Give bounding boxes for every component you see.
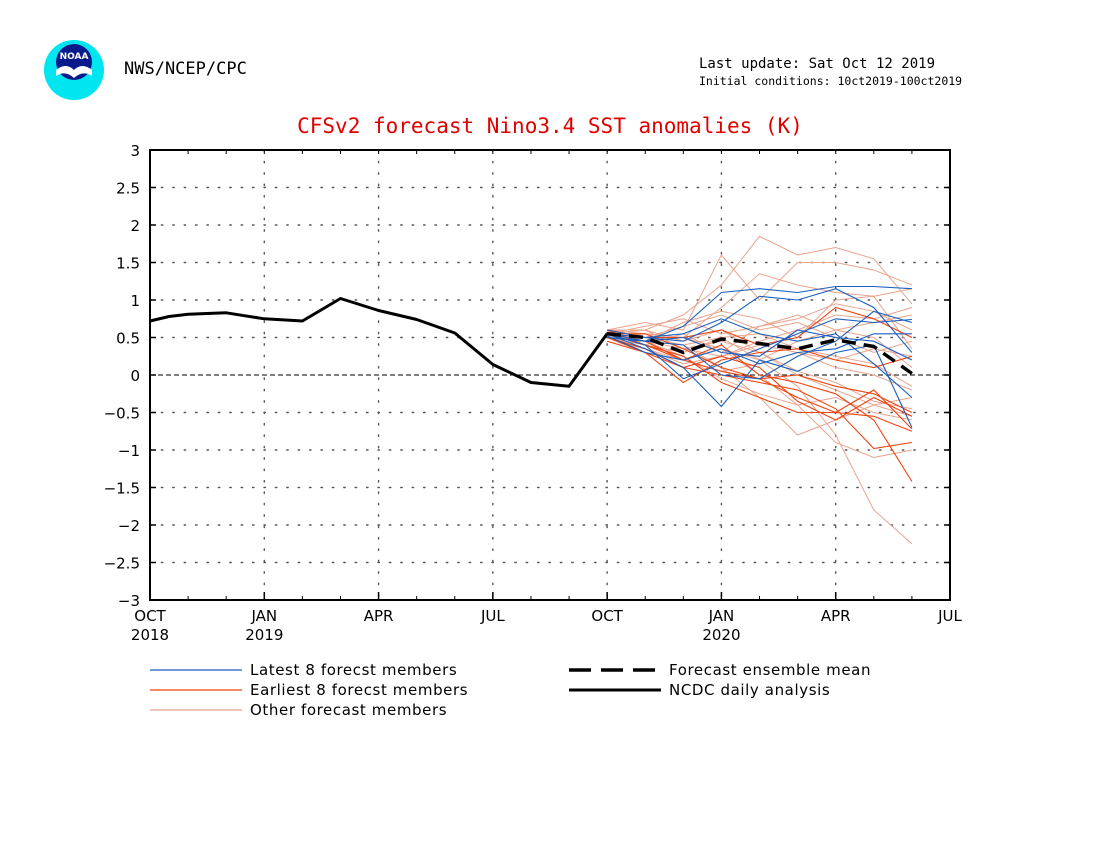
latest-member-line xyxy=(607,285,912,342)
legend-label-analysis: NCDC daily analysis xyxy=(669,681,830,699)
y-tick-label: 2.5 xyxy=(116,180,140,198)
y-tick-label: 0.5 xyxy=(116,330,140,348)
y-tick-label: 1.5 xyxy=(116,255,140,273)
x-tick-label: JUL xyxy=(937,607,962,625)
y-tick-label: −1.5 xyxy=(104,480,140,498)
other-member-line xyxy=(607,337,912,421)
x-tick-year-label: 2018 xyxy=(131,626,169,644)
y-tick-label: 1 xyxy=(130,292,140,310)
y-tick-label: −2.5 xyxy=(104,555,140,573)
ensemble-mean-line xyxy=(606,332,913,375)
last-update: Last update: Sat Oct 12 2019 xyxy=(699,56,936,72)
y-tick-label: −1 xyxy=(118,442,140,460)
x-tick-label: APR xyxy=(821,607,851,625)
y-tick-label: 3 xyxy=(130,142,140,160)
x-tick-label: JUL xyxy=(480,607,505,625)
noaa-logo-gull xyxy=(56,66,92,78)
legend-label-other: Other forecast members xyxy=(250,701,447,719)
legend-label-latest: Latest 8 forecst members xyxy=(250,661,457,679)
y-tick-label: −2 xyxy=(118,517,140,535)
x-tick-year-label: 2020 xyxy=(702,626,740,644)
noaa-logo: NOAA xyxy=(44,40,104,100)
y-tick-label: 0 xyxy=(130,367,140,385)
x-tick-year-label: 2019 xyxy=(245,626,283,644)
earliest-member-line xyxy=(606,329,913,432)
latest-member-line xyxy=(607,329,913,361)
grid-layer xyxy=(149,149,951,601)
other-member-line xyxy=(606,307,913,365)
x-tick-label: JAN xyxy=(708,607,735,625)
latest-member-line xyxy=(606,333,912,365)
y-tick-label: 2 xyxy=(130,217,140,235)
latest-member-line xyxy=(606,318,912,380)
chart-title: CFSv2 forecast Nino3.4 SST anomalies (K) xyxy=(297,114,803,138)
latest-member-line xyxy=(607,288,913,353)
x-tick-label: OCT xyxy=(134,607,166,625)
other-member-line xyxy=(607,235,913,335)
x-tick-label: JAN xyxy=(250,607,277,625)
latest-member-line xyxy=(606,318,913,398)
legend-label-earliest: Earliest 8 forecst members xyxy=(250,681,468,699)
earliest-member-line xyxy=(606,333,913,482)
y-tick-label: −3 xyxy=(118,592,140,610)
main-series-layer xyxy=(149,297,913,388)
analysis-line xyxy=(149,297,609,388)
initial-conditions: Initial conditions: 10ct2019-100ct2019 xyxy=(699,74,963,88)
y-tick-label: −0.5 xyxy=(104,405,140,423)
org-label: NWS/NCEP/CPC xyxy=(124,59,247,79)
other-member-line xyxy=(607,273,912,339)
legend: Latest 8 forecst members Earliest 8 forec… xyxy=(150,661,871,719)
noaa-logo-text: NOAA xyxy=(60,52,89,62)
earliest-member-line xyxy=(606,340,913,384)
forecast-members-layer xyxy=(606,235,913,545)
axis-layer: 32.521.510.50−0.5−1−1.5−2−2.5−3OCT2018JA… xyxy=(104,142,963,644)
x-tick-label: OCT xyxy=(591,607,623,625)
legend-label-mean: Forecast ensemble mean xyxy=(669,661,871,679)
earliest-member-line xyxy=(606,336,912,450)
x-tick-label: APR xyxy=(364,607,394,625)
